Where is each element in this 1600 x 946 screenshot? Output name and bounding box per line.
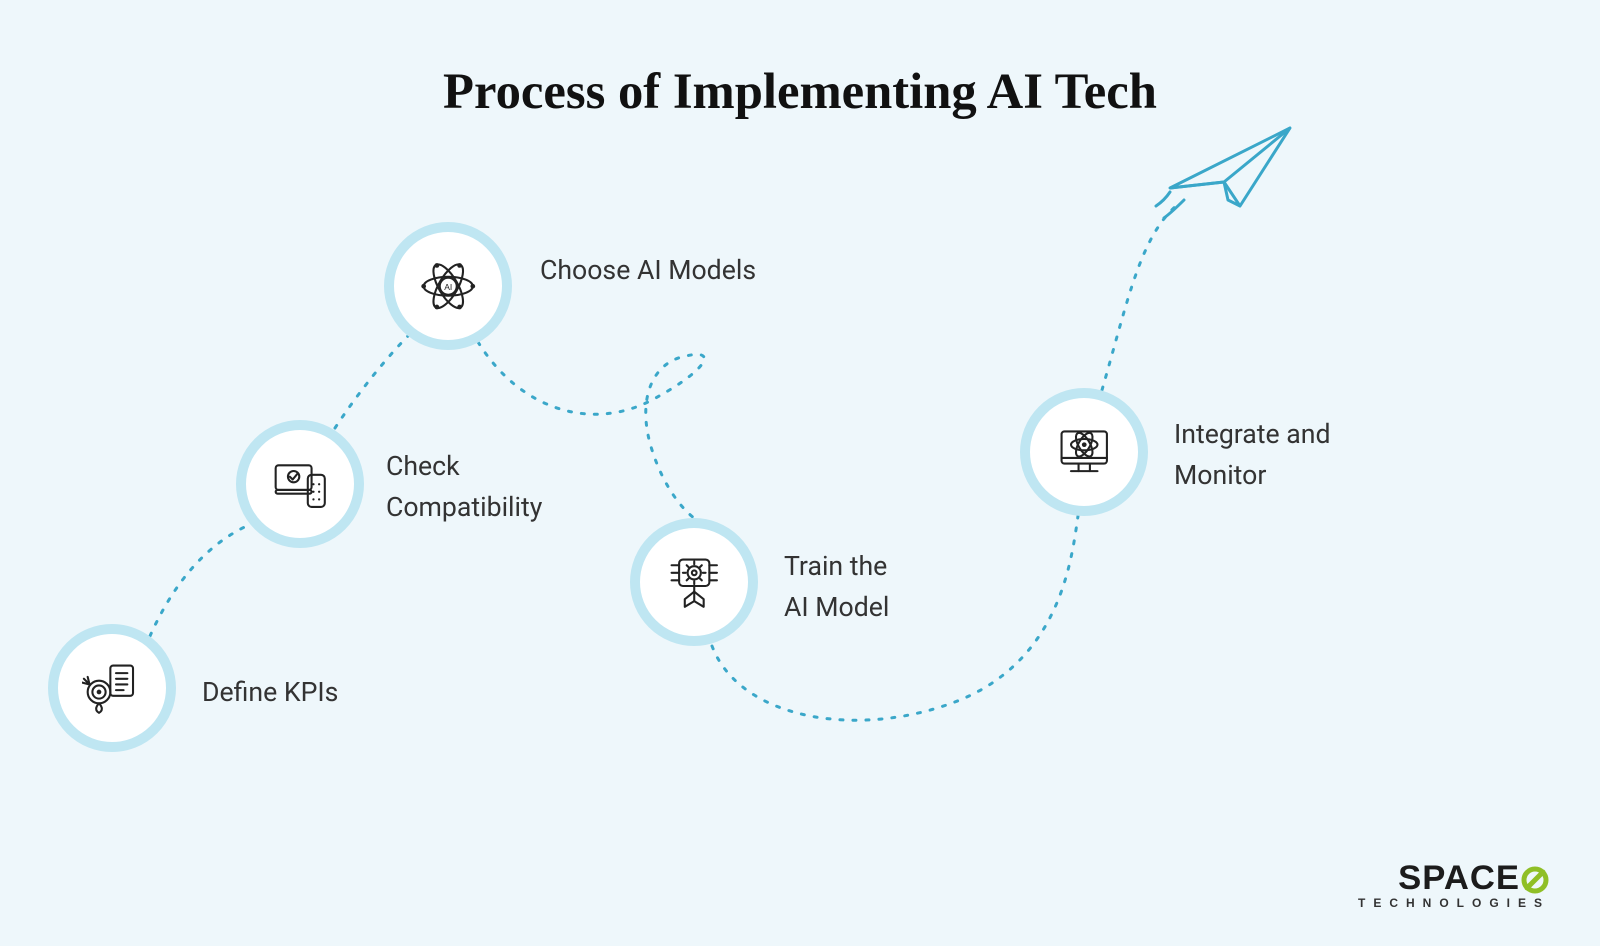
brand-o-mark-icon bbox=[1520, 861, 1550, 900]
devices-icon bbox=[270, 454, 330, 514]
connector-1 bbox=[335, 334, 410, 428]
connector-4 bbox=[1102, 206, 1176, 390]
chip-gear-icon bbox=[664, 552, 724, 612]
brand-name: SPACE bbox=[1398, 859, 1520, 897]
connector-3 bbox=[712, 516, 1078, 720]
step-node-models: AI bbox=[384, 222, 512, 350]
step-label-integrate: Integrate andMonitor bbox=[1174, 414, 1331, 497]
monitor-atom-icon bbox=[1054, 422, 1114, 482]
step-label-train: Train theAI Model bbox=[784, 546, 889, 629]
step-label-compat: CheckCompatibility bbox=[386, 446, 542, 529]
ai-atom-icon: AI bbox=[418, 256, 478, 316]
brand-line1: SPACE bbox=[1358, 859, 1550, 898]
paper-plane-icon bbox=[1156, 128, 1290, 218]
step-label-models: Choose AI Models bbox=[540, 250, 756, 291]
svg-text:AI: AI bbox=[444, 282, 452, 292]
page-title: Process of Implementing AI Tech bbox=[443, 62, 1157, 120]
step-node-integrate bbox=[1020, 388, 1148, 516]
infographic-canvas: Process of Implementing AI Tech SPACE TE… bbox=[0, 0, 1600, 946]
step-node-train bbox=[630, 518, 758, 646]
step-node-kpis bbox=[48, 624, 176, 752]
connector-0 bbox=[150, 522, 256, 636]
target-doc-icon bbox=[82, 658, 142, 718]
step-node-compat bbox=[236, 420, 364, 548]
step-label-kpis: Define KPIs bbox=[202, 672, 338, 713]
brand-logo: SPACE TECHNOLOGIES bbox=[1358, 859, 1550, 910]
